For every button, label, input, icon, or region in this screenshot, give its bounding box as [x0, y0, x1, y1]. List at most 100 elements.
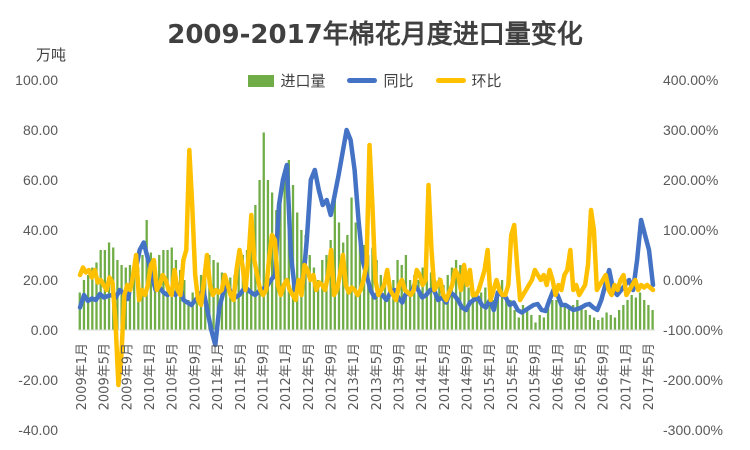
import-bar	[563, 305, 566, 330]
x-tick-label: 2010年1月	[143, 343, 158, 410]
import-bar	[187, 300, 190, 330]
import-bar	[613, 317, 617, 330]
x-tick-label: 2015年1月	[483, 343, 498, 410]
import-bar	[158, 255, 161, 330]
import-bar	[434, 280, 437, 330]
y-right-tick-label: 100.00%	[663, 222, 718, 238]
import-bar	[367, 255, 370, 330]
import-bar	[153, 260, 157, 330]
import-bar	[480, 292, 483, 330]
legend-swatch-mom	[435, 78, 466, 83]
y-left-tick-label: -20.00	[18, 372, 58, 388]
import-bar	[517, 317, 520, 330]
import-bar	[329, 240, 332, 330]
import-bar	[551, 300, 554, 330]
x-tick-label: 2013年1月	[347, 343, 362, 410]
import-bar	[149, 252, 153, 330]
import-bar	[609, 315, 612, 330]
x-tick-label: 2012年1月	[279, 343, 294, 410]
import-bar	[605, 312, 608, 330]
import-bar	[262, 132, 265, 330]
x-tick-label: 2009年9月	[120, 343, 135, 410]
y-right-tick-label: -100.00%	[663, 322, 723, 338]
import-bar	[316, 280, 320, 330]
import-bar	[651, 310, 654, 330]
x-tick-label: 2017年5月	[642, 343, 657, 410]
y-right-tick-label: 0.00%	[663, 272, 703, 288]
import-bar	[325, 255, 328, 330]
import-bar	[567, 307, 571, 330]
import-bar	[279, 200, 282, 330]
x-tick-label: 2009年5月	[98, 343, 113, 410]
legend-item-mom: 环比	[435, 70, 502, 91]
import-bar	[270, 192, 274, 330]
import-bar	[555, 300, 558, 330]
import-bar	[505, 292, 508, 330]
x-tick-label: 2010年9月	[188, 343, 203, 410]
import-bar	[492, 300, 495, 330]
import-bar	[392, 280, 395, 330]
import-bar	[258, 180, 261, 330]
import-bar	[630, 295, 633, 330]
import-bar	[308, 255, 311, 330]
import-bar	[588, 315, 592, 330]
import-bar	[572, 305, 575, 330]
y-left-tick-label: 0.00	[31, 322, 58, 338]
y-right-tick-label: 400.00%	[663, 72, 718, 88]
x-tick-label: 2016年1月	[551, 343, 566, 410]
import-bar	[618, 310, 621, 330]
import-bar	[296, 212, 299, 330]
import-bar	[78, 292, 81, 330]
legend-swatch-import	[248, 74, 275, 87]
import-bar	[647, 305, 650, 330]
import-bar	[312, 267, 316, 330]
import-bar	[459, 265, 462, 330]
import-bar	[413, 275, 416, 330]
chart-title: 2009-2017年棉花月度进口量变化	[167, 20, 583, 50]
y-left-tick-label: 40.00	[23, 222, 58, 238]
x-tick-label: 2009年1月	[75, 343, 90, 410]
left-axis-unit: 万吨	[36, 46, 67, 64]
y-right-tick-label: 200.00%	[663, 172, 718, 188]
import-bar	[471, 292, 474, 330]
import-bar	[475, 297, 479, 330]
import-bar	[379, 275, 382, 330]
y-right-tick-label: -200.00%	[663, 372, 723, 388]
import-bar	[488, 292, 491, 330]
x-tick-label: 2011年1月	[211, 343, 226, 410]
import-bar	[195, 280, 198, 330]
import-bar	[601, 317, 604, 330]
import-bar	[216, 262, 219, 330]
import-bar	[132, 270, 136, 330]
import-bar	[183, 280, 186, 330]
import-bar	[304, 235, 307, 330]
x-tick-label: 2011年5月	[234, 343, 249, 410]
import-bar	[178, 270, 182, 330]
import-bar	[82, 280, 86, 330]
import-bar	[622, 305, 625, 330]
import-bar	[408, 280, 412, 330]
import-bar	[208, 255, 211, 330]
mom-series-line	[77, 142, 656, 388]
legend-label-mom: 环比	[471, 72, 502, 90]
import-bar	[229, 277, 232, 330]
x-tick-label: 2015年5月	[506, 343, 521, 410]
import-bar	[450, 267, 454, 330]
x-tick-label: 2013年9月	[393, 343, 408, 410]
import-bar	[342, 242, 345, 330]
import-bar	[496, 290, 500, 330]
y-left-tick-label: 20.00	[23, 272, 58, 288]
x-tick-label: 2014年9月	[461, 343, 476, 410]
import-bar	[383, 280, 387, 330]
x-tick-label: 2014年1月	[415, 343, 430, 410]
import-bar	[584, 310, 587, 330]
import-bar	[224, 275, 228, 330]
import-bar	[580, 305, 583, 330]
y-right-tick-label: -300.00%	[663, 422, 723, 438]
import-bar	[417, 280, 420, 330]
import-bar	[597, 320, 600, 330]
y-left-tick-label: 80.00	[23, 122, 58, 138]
import-bar	[538, 315, 541, 330]
import-bar	[145, 220, 148, 330]
import-bar	[425, 275, 428, 330]
